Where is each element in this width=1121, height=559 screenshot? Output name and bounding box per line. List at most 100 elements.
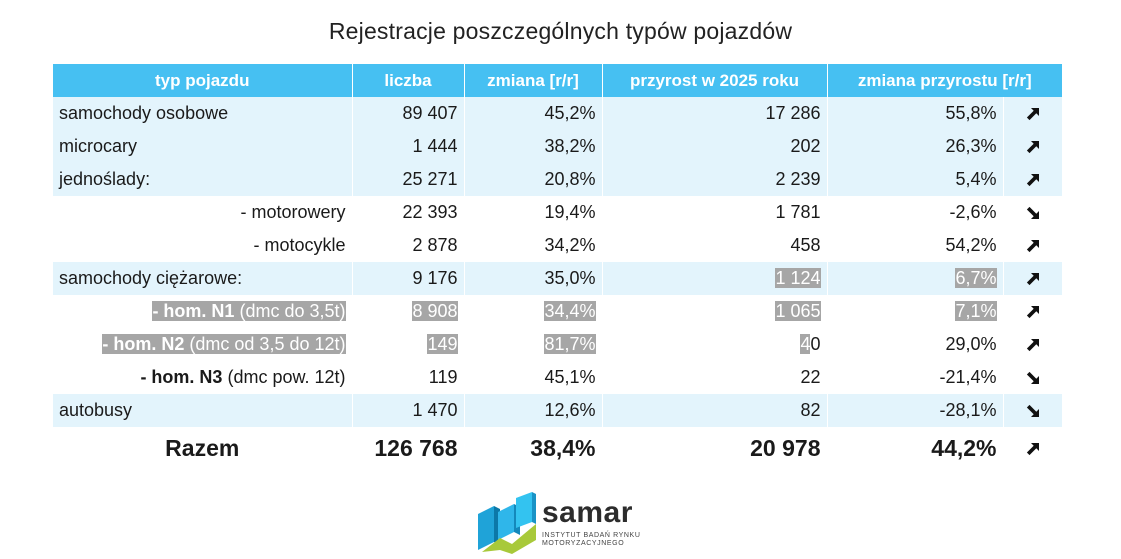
highlighted-value: 1 124 [775,268,821,288]
row-growth-change: -21,4% [827,361,1004,394]
row-count: 8 908 [352,295,465,328]
header-type: typ pojazdu [53,64,353,97]
row-growth-change: 55,8% [827,97,1004,130]
row-count: 1 444 [352,130,465,163]
row-name-detail: (dmc pow. 12t) [222,367,346,387]
trend-up-icon [1025,106,1041,122]
trend-up-icon [1025,238,1041,254]
table-row: - motorowery 22 393 19,4% 1 781 -2,6% [53,196,1062,229]
trend-up-icon [1025,337,1041,353]
row-change: 12,6% [464,394,603,427]
row-change: 19,4% [464,196,603,229]
row-name: - motorowery [53,196,353,229]
row-count: 1 470 [352,394,465,427]
row-growth: 82 [602,394,828,427]
row-name: jednoślady: [53,163,353,196]
row-count: 89 407 [352,97,465,130]
total-row: Razem 126 768 38,4% 20 978 44,2% [53,427,1062,469]
header-count: liczba [352,64,465,97]
row-name: autobusy [53,394,353,427]
highlighted-value: 34,4% [544,301,596,321]
tagline-line: INSTYTUT BADAŃ RYNKU [542,532,641,539]
trend-up-icon [1025,304,1041,320]
table-row: - motocykle 2 878 34,2% 458 54,2% [53,229,1062,262]
table-header-row: typ pojazdu liczba zmiana [r/r] przyrost… [53,64,1062,97]
row-name: - motocykle [53,229,353,262]
total-growth-change: 44,2% [827,427,1004,469]
row-growth: 1 065 [602,295,828,328]
highlighted-value: 6,7% [955,268,997,288]
row-growth: 202 [602,130,828,163]
highlighted-value: 7,1% [955,301,997,321]
trend-up-icon [1025,271,1041,287]
row-change: 45,2% [464,97,603,130]
row-name-detail: (dmc od 3,5 do 12t) [184,334,346,354]
row-growth: 17 286 [602,97,828,130]
table-row: jednoślady: 25 271 20,8% 2 239 5,4% [53,163,1062,196]
trend-down-icon [1025,370,1041,386]
total-count: 126 768 [352,427,465,469]
row-change: 34,4% [464,295,603,328]
highlighted-value: 4 [800,334,811,354]
highlighted-value: 8 908 [412,301,458,321]
row-count: 25 271 [352,163,465,196]
highlighted-name: - hom. N1 (dmc do 3,5t) [152,301,346,321]
row-count: 119 [352,361,465,394]
row-growth-change: 6,7% [827,262,1004,295]
row-name-bold: - hom. N1 [152,301,235,321]
row-name-bold: - hom. N2 [102,334,185,354]
row-name: microcary [53,130,353,163]
samar-logo-text: samar [542,496,633,529]
trend-down-icon [1025,205,1041,221]
row-count: 2 878 [352,229,465,262]
row-growth-change: 7,1% [827,295,1004,328]
total-label: Razem [53,427,353,469]
trend-up-icon [1025,139,1041,155]
table-row: - hom. N3 (dmc pow. 12t) 119 45,1% 22 -2… [53,361,1062,394]
row-name: samochody osobowe [53,97,353,130]
row-name: - hom. N2 (dmc od 3,5 do 12t) [53,328,353,361]
row-change: 38,2% [464,130,603,163]
registrations-table: typ pojazdu liczba zmiana [r/r] przyrost… [53,64,1062,469]
table-row: microcary 1 444 38,2% 202 26,3% [53,130,1062,163]
table-row: - hom. N2 (dmc od 3,5 do 12t) 149 81,7% … [53,328,1062,361]
row-growth: 1 781 [602,196,828,229]
header-growth: przyrost w 2025 roku [602,64,828,97]
samar-logo-tagline: INSTYTUT BADAŃ RYNKU MOTORYZACYJNEGO [542,532,642,548]
row-growth: 22 [602,361,828,394]
page-title: Rejestracje poszczególnych typów pojazdó… [328,18,793,44]
highlighted-value: 1 065 [775,301,821,321]
row-count: 9 176 [352,262,465,295]
row-growth: 40 [602,328,828,361]
row-count: 149 [352,328,465,361]
header-change: zmiana [r/r] [464,64,603,97]
row-change: 81,7% [464,328,603,361]
row-name-detail: (dmc do 3,5t) [234,301,346,321]
row-count: 22 393 [352,196,465,229]
row-name: samochody ciężarowe: [53,262,353,295]
samar-logo-mark-icon [478,492,536,554]
row-change: 34,2% [464,229,603,262]
row-growth: 2 239 [602,163,828,196]
row-growth-change: 54,2% [827,229,1004,262]
row-growth-change: -2,6% [827,196,1004,229]
row-growth-rest: 0 [810,334,821,354]
row-growth-change: 5,4% [827,163,1004,196]
header-growth-change: zmiana przyrostu [r/r] [827,64,1062,97]
samar-logo: samar INSTYTUT BADAŃ RYNKU MOTORYZACYJNE… [476,492,646,554]
highlighted-value: 81,7% [544,334,596,354]
total-growth: 20 978 [602,427,828,469]
row-name: - hom. N3 (dmc pow. 12t) [53,361,353,394]
trend-up-icon [1025,172,1041,188]
row-growth: 458 [602,229,828,262]
highlighted-value: 149 [427,334,458,354]
row-growth-change: -28,1% [827,394,1004,427]
total-change: 38,4% [464,427,603,469]
table-row: samochody ciężarowe: 9 176 35,0% 1 124 6… [53,262,1062,295]
table-row: autobusy 1 470 12,6% 82 -28,1% [53,394,1062,427]
row-change: 35,0% [464,262,603,295]
table-row: - hom. N1 (dmc do 3,5t) 8 908 34,4% 1 06… [53,295,1062,328]
table-row: samochody osobowe 89 407 45,2% 17 286 55… [53,97,1062,130]
row-growth-change: 26,3% [827,130,1004,163]
row-growth-change: 29,0% [827,328,1004,361]
